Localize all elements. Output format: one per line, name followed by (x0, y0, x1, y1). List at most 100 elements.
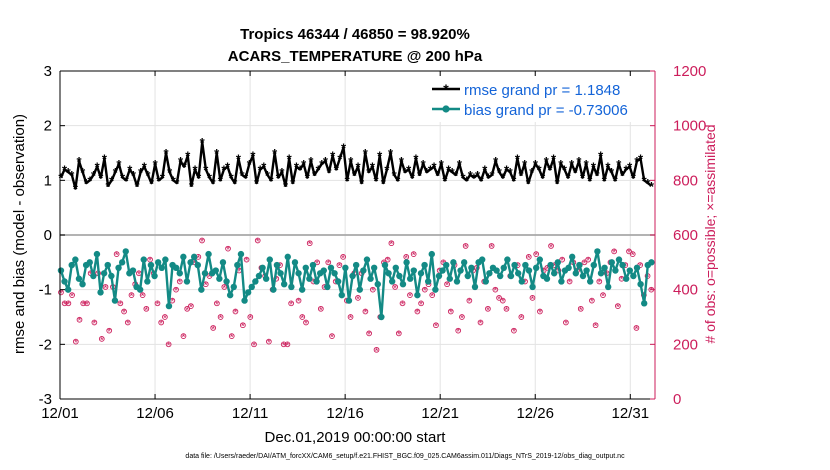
obs-assimilated-point: * (81, 300, 85, 311)
obs-possible-point (525, 254, 532, 260)
rmse-line (59, 140, 653, 190)
rmse-point: * (623, 162, 629, 177)
bias-point (615, 256, 623, 263)
obs-assimilated-point: * (326, 259, 330, 270)
bias-point (388, 278, 396, 285)
bias-point (248, 283, 255, 291)
bias-point (428, 250, 435, 258)
bias-point (568, 253, 576, 261)
rmse-point: * (326, 165, 332, 180)
rmse-point: * (301, 157, 307, 172)
obs-assimilated-point: * (174, 286, 178, 297)
bias-point (154, 259, 162, 266)
rmse-point: * (254, 176, 260, 191)
obs-possible-point (180, 333, 187, 339)
bias-point (262, 275, 270, 282)
rmse-point: * (558, 157, 564, 172)
y-tick-label: -2 (39, 336, 52, 353)
obs-assimilated-point: * (349, 314, 353, 325)
bias-point (507, 272, 515, 280)
obs-possible-point (362, 308, 369, 315)
rmse-point: * (388, 146, 394, 161)
legend-bias-label: bias grand pr = -0.73006 (464, 102, 628, 119)
obs-assimilated-point: * (597, 278, 601, 289)
obs-possible-point (537, 308, 543, 315)
rmse-point: * (613, 173, 619, 188)
bias-point (190, 253, 198, 261)
rmse-point: * (283, 179, 289, 194)
rmse-point: * (272, 146, 278, 161)
bias-point (284, 253, 291, 261)
bias-point (86, 259, 93, 266)
bias-point (518, 278, 525, 285)
obs-possible-point (266, 338, 272, 345)
obs-assimilated-point: * (649, 286, 653, 297)
rmse-point: * (562, 162, 568, 177)
rmse-point: * (207, 171, 213, 186)
bias-point (349, 272, 356, 280)
obs-possible-point (84, 300, 90, 307)
bias-point (219, 259, 227, 266)
obs-possible-point (596, 278, 603, 285)
rmse-point: * (410, 171, 416, 186)
bias-point (205, 250, 212, 258)
bias-point (104, 261, 111, 269)
legend-bias-marker (442, 105, 450, 113)
rmse-point: * (421, 157, 427, 172)
y-right-tick-label: 1200 (673, 63, 706, 80)
axes (59, 70, 656, 400)
bias-point (442, 261, 450, 269)
obs-assimilated-point: * (170, 297, 174, 308)
bias-point (194, 261, 201, 269)
bias-point (468, 264, 475, 271)
rmse-point: * (403, 165, 409, 180)
bias-point (550, 270, 558, 277)
rmse-point: * (84, 176, 90, 191)
bias-point (590, 261, 597, 269)
rmse-point: * (584, 157, 590, 172)
obs-possible-point (113, 251, 120, 257)
obs-assimilated-point: * (252, 341, 256, 352)
x-tick-label: 12/26 (516, 405, 554, 422)
obs-assimilated-point: * (282, 341, 286, 352)
bias-point (162, 256, 169, 263)
rmse-point: * (580, 171, 586, 186)
bias-point (327, 264, 335, 271)
bias-point (403, 259, 410, 266)
bias-point (309, 261, 317, 269)
obs-assimilated-point: * (241, 322, 245, 333)
obs-assimilated-point: * (311, 278, 315, 289)
rmse-point: * (500, 171, 506, 186)
obs-assimilated-point: * (419, 300, 423, 311)
obs-possible-point (299, 314, 306, 320)
obs-assimilated-point: * (464, 242, 468, 253)
obs-possible-point (355, 295, 361, 301)
bias-point (97, 289, 104, 296)
rmse-point: * (381, 176, 387, 191)
bias-point (446, 275, 453, 282)
bias-point (514, 270, 522, 277)
obs-assimilated-point: * (389, 240, 393, 251)
obs-assimilated-point: * (126, 319, 130, 330)
obs-assimilated-point: * (304, 319, 308, 330)
obs-assimilated-point: * (182, 333, 186, 344)
obs-assimilated-point: * (627, 248, 631, 259)
bias-point (482, 278, 489, 285)
obs-possible-point (91, 319, 98, 326)
obs-assimilated-point: * (486, 305, 490, 316)
bias-point (237, 250, 245, 258)
bias-point (273, 261, 281, 269)
obs-possible-point (336, 262, 343, 268)
obs-possible-point (98, 336, 105, 342)
obs-possible-point (447, 308, 454, 315)
obs-assimilated-point: * (159, 319, 163, 330)
bias-point (223, 278, 230, 285)
rmse-point: * (345, 173, 351, 188)
obs-assimilated-point: * (594, 322, 598, 333)
rmse-point: * (240, 168, 246, 183)
rmse-point: * (370, 160, 376, 175)
y-tick-label: 2 (44, 118, 52, 135)
rmse-point: * (634, 154, 640, 169)
obs-possible-point (611, 248, 618, 255)
obs-assimilated-point: * (631, 251, 635, 262)
